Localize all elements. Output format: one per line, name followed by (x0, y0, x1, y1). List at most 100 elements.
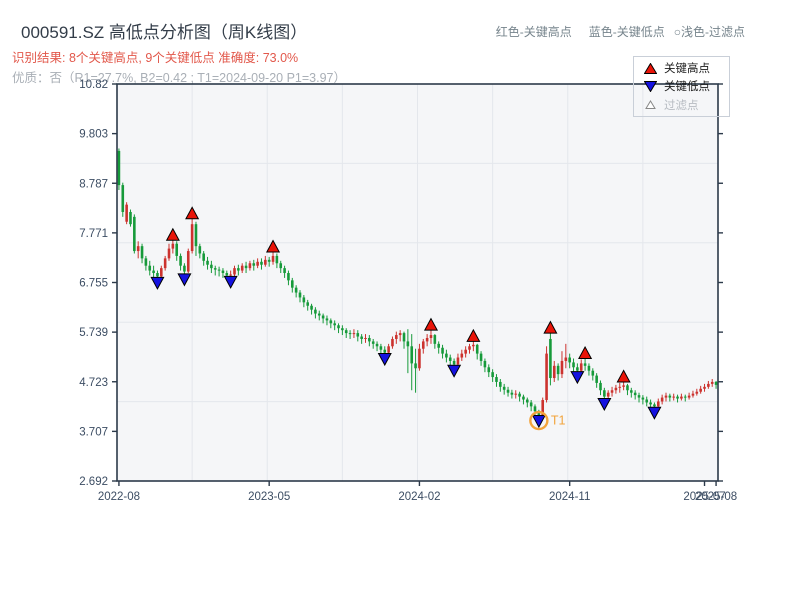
key-low-marker (647, 406, 662, 420)
legend-item-key-low[interactable]: 关键低点 (644, 78, 729, 95)
candle-body (437, 343, 440, 348)
candle-body (144, 258, 148, 266)
candle-body (502, 386, 506, 390)
candle-body (190, 224, 194, 252)
candle-body (487, 367, 491, 373)
candle-body (687, 395, 691, 398)
candle-body (125, 204, 128, 222)
candle-body (564, 357, 568, 361)
candle-body (522, 396, 525, 400)
key-low-marker (570, 371, 585, 385)
candle-body (167, 248, 171, 259)
light-outline-triangle-icon (645, 100, 656, 110)
color-key-note: 红色-关键高点 蓝色-关键低点 ○浅色-过滤点 (496, 23, 745, 40)
candle-body (252, 263, 256, 266)
candle-body (414, 363, 417, 369)
candle-body (475, 344, 479, 354)
key-high-marker (423, 317, 439, 331)
candle-body (171, 243, 175, 249)
candle-body (587, 365, 591, 371)
candle-body (472, 344, 475, 347)
candle-body (576, 367, 579, 371)
candle-body (275, 255, 279, 264)
candle-body (267, 259, 271, 262)
candle-body (341, 328, 344, 331)
candle-body (156, 273, 159, 277)
candle-body (495, 377, 498, 382)
y-axis-label: 9.803 (79, 129, 108, 141)
candle-body (603, 390, 606, 397)
candle-body (240, 265, 244, 271)
candle-body (244, 265, 248, 269)
candle-body (418, 348, 421, 369)
candle-body (217, 269, 221, 271)
candle-body (468, 346, 471, 350)
key-high-marker (466, 328, 481, 342)
candle-body (560, 360, 564, 375)
candle-body (271, 255, 275, 262)
candle-body (645, 399, 649, 403)
recognition-result-text: 识别结果: 8个关键高点, 9个关键低点 准确度: 73.0% (12, 51, 299, 65)
candle-body (221, 270, 225, 274)
y-axis-label: 2.692 (79, 476, 108, 488)
candle-body (202, 253, 205, 261)
candle-body (622, 385, 625, 387)
candle-body (317, 313, 321, 316)
candle-body (549, 338, 552, 379)
legend-label: 过滤点 (664, 99, 699, 112)
key-low-marker (177, 273, 192, 287)
candle-body (329, 320, 333, 324)
candle-body (337, 325, 340, 329)
candle-body (591, 370, 595, 376)
candle-body (448, 357, 452, 361)
color-key-high: 红色-关键高点 (495, 25, 572, 39)
x-axis-label: 2025-07 (683, 491, 725, 503)
candle-body (290, 280, 294, 288)
candle-body (425, 337, 429, 342)
x-axis-label: 2024-11 (549, 491, 590, 503)
y-axis-label: 10.82 (79, 79, 108, 91)
key-low-marker (447, 364, 462, 378)
candle-body (649, 402, 652, 405)
red-up-triangle-icon (644, 62, 657, 74)
candle-body (375, 343, 379, 347)
candle-body (595, 375, 598, 383)
candle-body (356, 333, 360, 337)
candle-body (364, 337, 367, 339)
candle-body (206, 260, 209, 265)
candle-body (633, 392, 637, 396)
candle-body (398, 333, 402, 336)
candle-body (387, 346, 390, 353)
candle-body (287, 273, 290, 281)
legend-item-key-high[interactable]: 关键高点 (644, 60, 729, 77)
candle-body (699, 388, 702, 392)
candle-body (579, 363, 583, 371)
candle-body (264, 259, 267, 265)
candle-body (248, 263, 252, 269)
candle-body (421, 341, 425, 349)
candle-body (533, 406, 537, 412)
candle-body (175, 243, 179, 256)
candle-body (525, 399, 529, 403)
candle-body (676, 396, 679, 399)
key-low-marker (223, 275, 238, 289)
candle-body (668, 395, 672, 398)
candle-body (129, 211, 132, 225)
candle-body (572, 362, 575, 368)
candle-body (213, 268, 217, 270)
candle-body (691, 393, 695, 396)
candle-body (491, 372, 494, 378)
candle-body (121, 185, 125, 212)
y-axis-label: 4.723 (79, 377, 108, 389)
key-high-marker (185, 206, 200, 220)
candle-body (406, 341, 410, 347)
legend-label: 关键低点 (664, 81, 710, 94)
candle-body (402, 333, 406, 342)
x-axis-label: 2025-08 (695, 491, 737, 503)
candle-body (552, 365, 556, 379)
legend-item-filtered[interactable]: 过滤点 (644, 96, 729, 113)
candle-body (506, 389, 510, 393)
candle-body (464, 349, 467, 354)
